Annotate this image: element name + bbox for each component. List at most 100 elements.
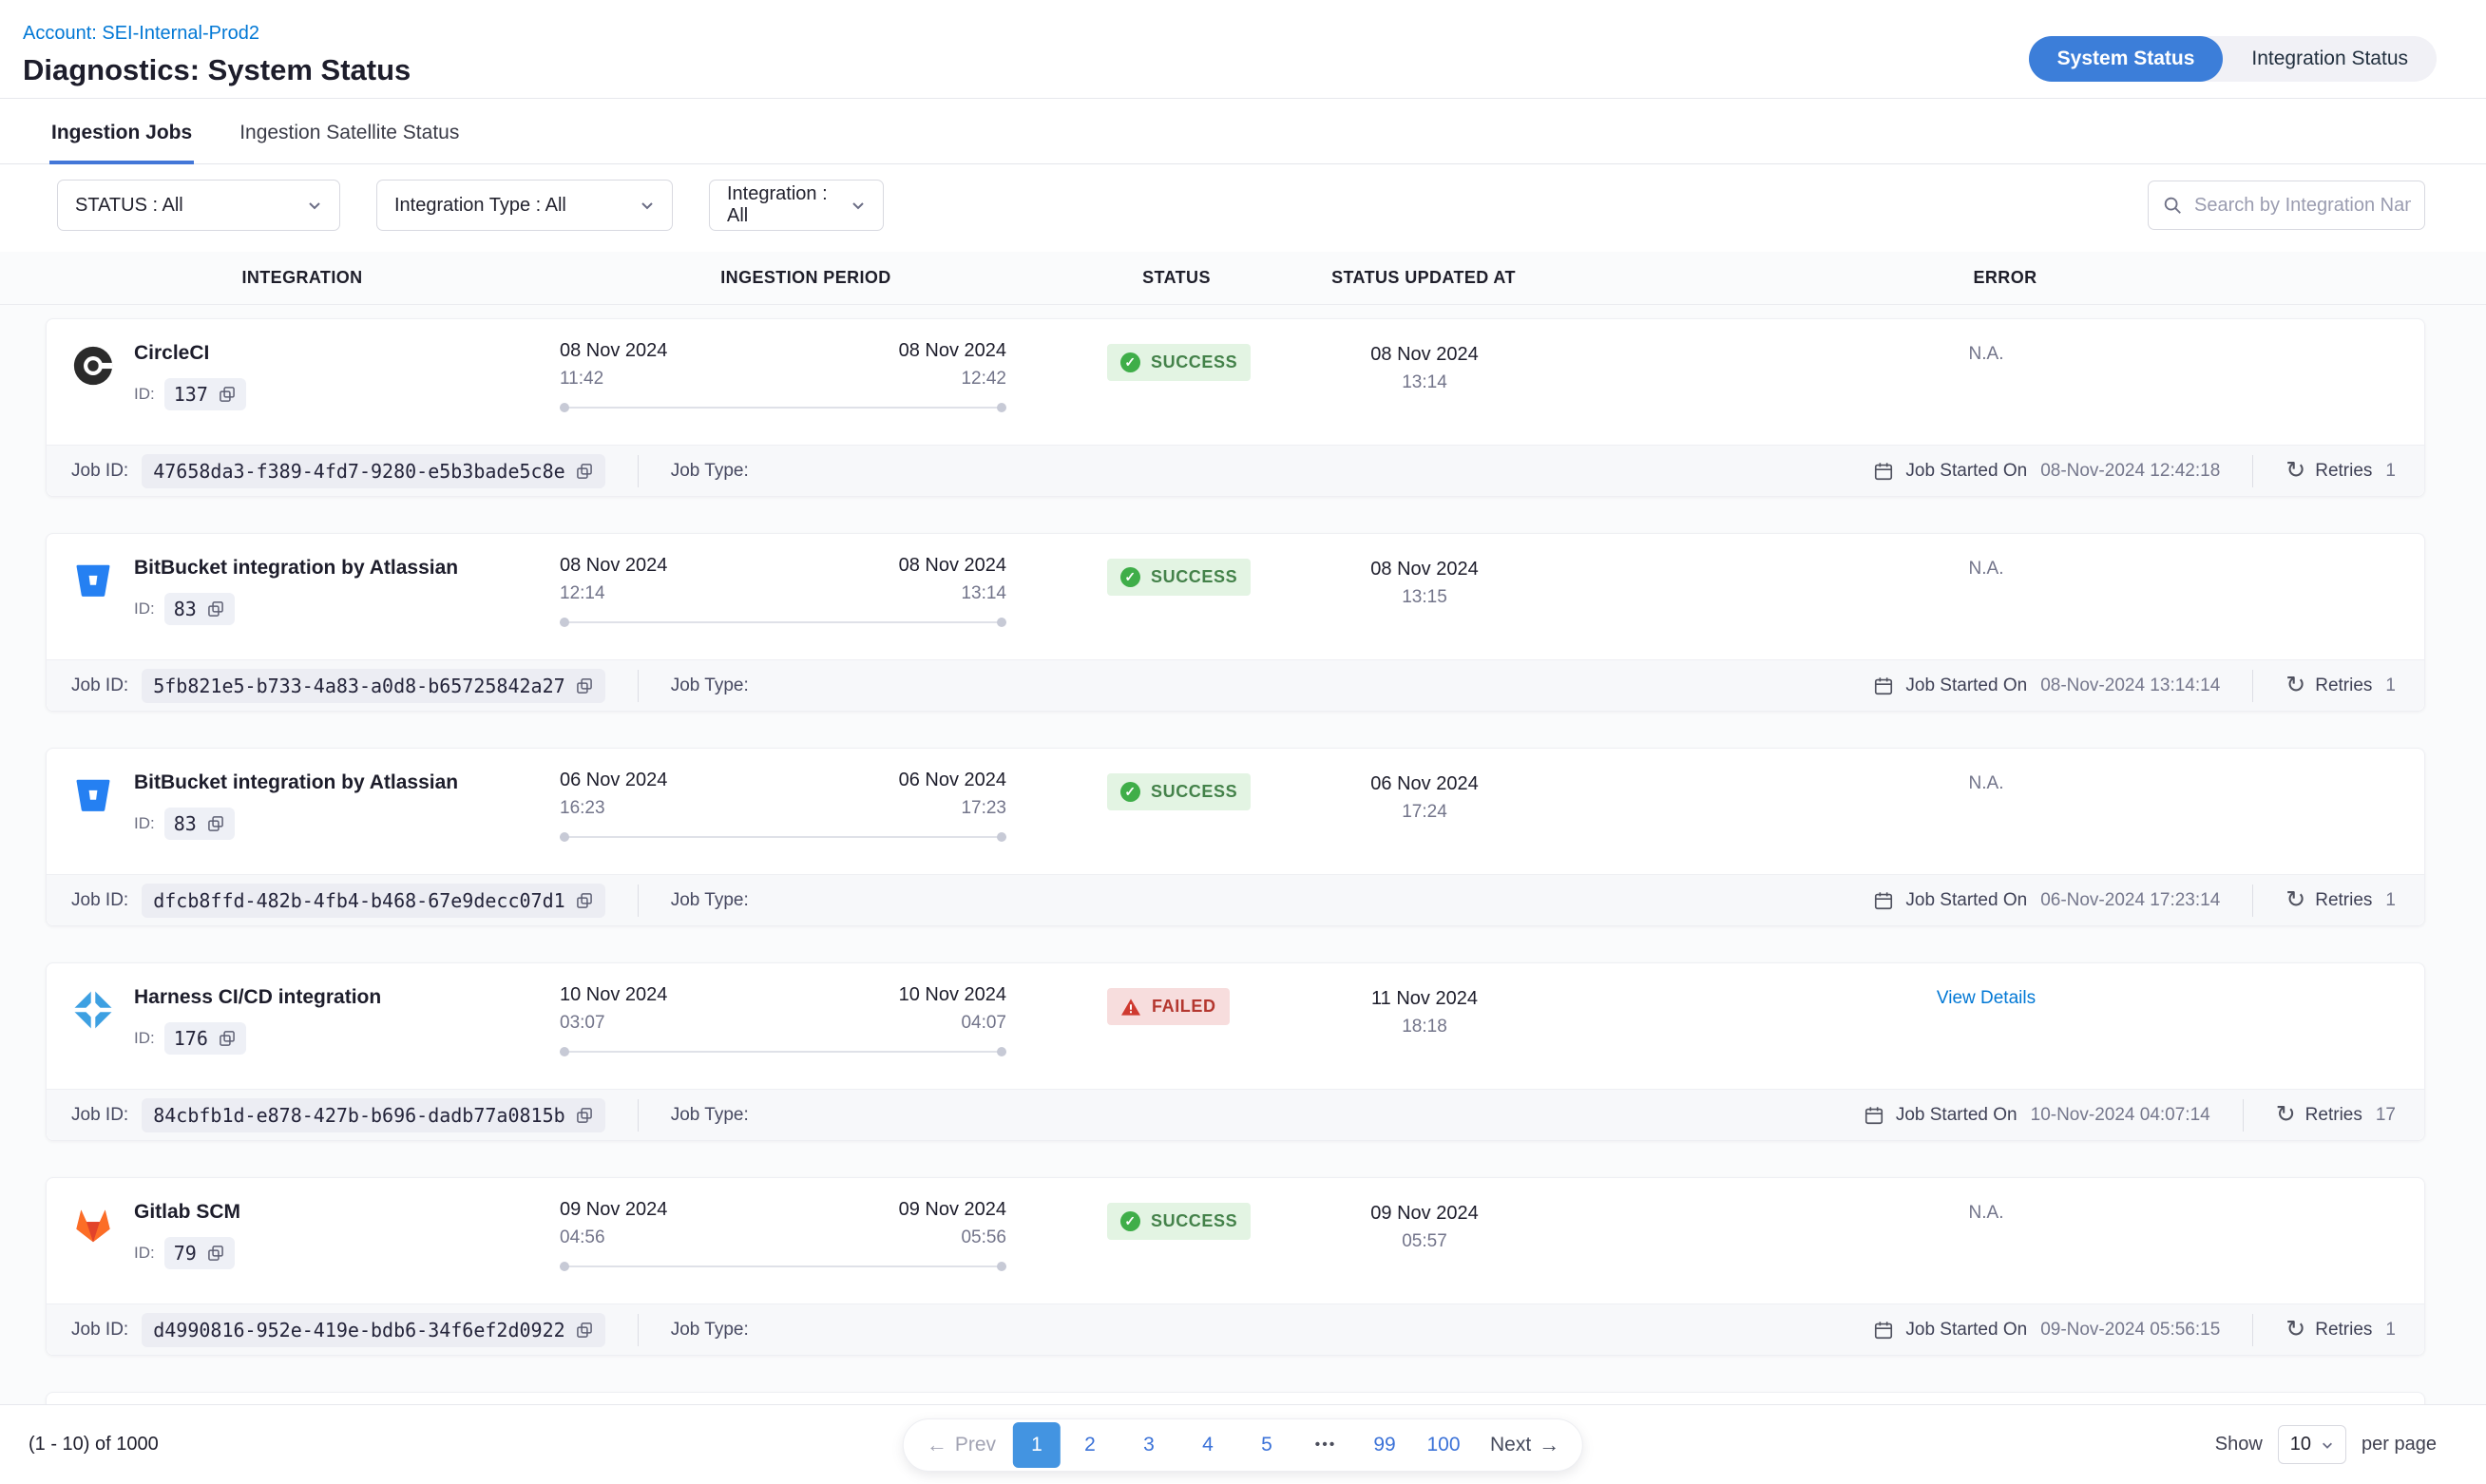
calendar-icon (1875, 462, 1893, 480)
job-details-subrow: Job ID: dfcb8ffd-482b-4fb4-b468-67e9decc… (47, 874, 2424, 925)
next-page-button[interactable]: Next → (1473, 1422, 1577, 1468)
job-details-subrow: Job ID: 84cbfb1d-e878-427b-b696-dadb77a0… (47, 1089, 2424, 1140)
retries-label: Retries (2304, 1104, 2362, 1125)
page-button-3[interactable]: 3 (1119, 1422, 1178, 1468)
prev-label: Prev (954, 1433, 996, 1455)
period-start-dot (560, 1047, 569, 1056)
integration-name: Harness CI/CD integration (134, 986, 382, 1008)
integration-filter-value: Integration : All (727, 183, 828, 226)
status-badge: ✓ SUCCESS (1107, 559, 1252, 596)
page-size-value: 10 (2289, 1434, 2312, 1455)
job-id-pill: 5fb821e5-b733-4a83-a0d8-b65725842a27 (142, 668, 605, 703)
tab-ingestion-jobs[interactable]: Ingestion Jobs (49, 112, 195, 164)
page-button-100[interactable]: 100 (1414, 1422, 1473, 1468)
page-button-4[interactable]: 4 (1178, 1422, 1237, 1468)
period-start-date: 09 Nov 2024 (560, 1199, 668, 1220)
status-filter-dropdown[interactable]: STATUS : All (57, 180, 340, 231)
status-cell: ✓ SUCCESS (1054, 749, 1301, 810)
filter-bar: STATUS : All Integration Type : All Inte… (0, 164, 2486, 252)
copy-icon[interactable] (206, 1244, 225, 1263)
calendar-icon (1875, 1321, 1893, 1339)
status-text: SUCCESS (1151, 1211, 1238, 1230)
job-started-on-label: Job Started On (1905, 675, 2028, 695)
search-input[interactable] (2194, 194, 2411, 217)
system-status-toggle[interactable]: System Status (2028, 36, 2224, 82)
view-details-link[interactable]: View Details (1936, 988, 2037, 1008)
page-size-select[interactable]: 10 (2277, 1425, 2347, 1464)
next-label: Next (1490, 1433, 1532, 1455)
status-badge: ✓ SUCCESS (1107, 1203, 1252, 1240)
copy-icon[interactable] (575, 891, 594, 910)
id-label: ID: (134, 814, 155, 833)
id-label: ID: (134, 1244, 155, 1263)
status-toggle-group: System Status Integration Status (2028, 36, 2437, 82)
divider (2252, 884, 2254, 917)
job-details-subrow: Job ID: d4990816-952e-419e-bdb6-34f6ef2d… (47, 1303, 2424, 1355)
column-header-status-updated-at: STATUS UPDATED AT (1331, 268, 1516, 287)
error-cell: N.A. (1968, 773, 2004, 793)
calendar-icon (1875, 891, 1893, 909)
copy-icon[interactable] (575, 462, 594, 481)
account-link[interactable]: Account: SEI-Internal-Prod2 (23, 23, 260, 44)
period-end-time: 12:42 (961, 369, 1006, 389)
period-start-dot (560, 832, 569, 842)
page-button-5[interactable]: 5 (1237, 1422, 1296, 1468)
job-started-on-label: Job Started On (1905, 889, 2028, 910)
integration-name: BitBucket integration by Atlassian (134, 557, 459, 579)
period-start-date: 08 Nov 2024 (560, 555, 668, 576)
integration-filter-dropdown[interactable]: Integration : All (709, 180, 884, 231)
integration-logo (69, 557, 117, 604)
error-cell: N.A. (1968, 1203, 2004, 1223)
page-button-2[interactable]: 2 (1061, 1422, 1119, 1468)
per-page-label: per page (2362, 1434, 2437, 1455)
id-label: ID: (134, 1029, 155, 1048)
pages-ellipsis: ••• (1296, 1422, 1355, 1468)
period-track (560, 832, 1006, 842)
id-label: ID: (134, 385, 155, 404)
copy-icon[interactable] (218, 1029, 237, 1048)
ingestion-job-card: Gitlab SCM ID: 79 09 Nov 2024 04:56 (46, 1177, 2425, 1356)
right-arrow-icon: → (1539, 1432, 1560, 1456)
job-details-subrow: Job ID: 5fb821e5-b733-4a83-a0d8-b6572584… (47, 659, 2424, 711)
job-id-label: Job ID: (71, 460, 129, 481)
error-cell: N.A. (1968, 559, 2004, 579)
page-button-99[interactable]: 99 (1355, 1422, 1414, 1468)
retries-value: 1 (2385, 675, 2396, 695)
copy-icon[interactable] (575, 1106, 594, 1125)
tab-ingestion-satellite-status[interactable]: Ingestion Satellite Status (239, 122, 460, 143)
status-filter-value: STATUS : All (75, 194, 183, 216)
integration-status-toggle[interactable]: Integration Status (2223, 36, 2437, 82)
copy-icon[interactable] (206, 814, 225, 833)
copy-icon[interactable] (218, 385, 237, 404)
page-button-1[interactable]: 1 (1013, 1421, 1061, 1468)
search-icon (2164, 197, 2181, 214)
job-id-value: 84cbfb1d-e878-427b-b696-dadb77a0815b (153, 1103, 565, 1127)
period-start-dot (560, 403, 569, 412)
period-track (560, 1262, 1006, 1271)
integration-name: BitBucket integration by Atlassian (134, 771, 459, 793)
integration-id-pill: 83 (163, 593, 235, 626)
bitbucket-logo-icon (76, 779, 110, 811)
updated-date: 08 Nov 2024 (1370, 559, 1479, 580)
job-id-label: Job ID: (71, 675, 129, 695)
ingestion-job-card: Harness CI/CD integration ID: 176 10 Nov… (46, 962, 2425, 1141)
job-id-value: d4990816-952e-419e-bdb6-34f6ef2d0922 (153, 1318, 565, 1341)
ingestion-period-cell: 08 Nov 2024 11:42 08 Nov 2024 12:42 (560, 319, 1006, 412)
period-start-time: 12:14 (560, 583, 605, 603)
ingestion-job-card: BitBucket integration by Atlassian ID: 8… (46, 533, 2425, 712)
calendar-icon (1864, 1106, 1883, 1124)
gitlab-logo-icon (76, 1209, 110, 1243)
period-start-date: 10 Nov 2024 (560, 984, 668, 1005)
job-type-label: Job Type: (670, 675, 749, 695)
copy-icon[interactable] (575, 1321, 594, 1340)
divider (637, 1313, 639, 1346)
integration-cell: BitBucket integration by Atlassian ID: 8… (47, 534, 560, 626)
job-id-pill: d4990816-952e-419e-bdb6-34f6ef2d0922 (142, 1312, 605, 1347)
table-area: INTEGRATION INGESTION PERIOD STATUS STAT… (0, 252, 2486, 1484)
retries-label: Retries (2315, 675, 2373, 695)
copy-icon[interactable] (575, 676, 594, 695)
integration-type-filter-dropdown[interactable]: Integration Type : All (376, 180, 673, 231)
copy-icon[interactable] (206, 599, 225, 618)
integration-id-value: 79 (173, 1242, 197, 1265)
prev-page-button[interactable]: ← Prev (909, 1422, 1013, 1468)
